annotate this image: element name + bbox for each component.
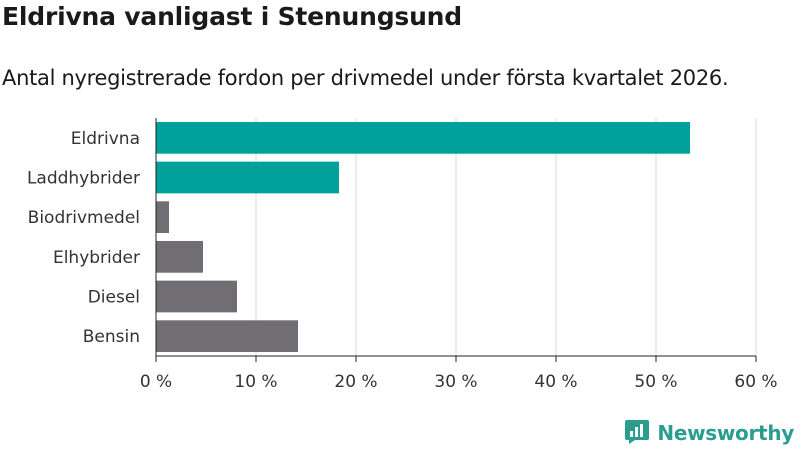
x-axis: 0 % 10 % 20 % 30 % 40 % 50 % 60 %	[140, 118, 778, 392]
chart-title: Eldrivna vanligast i Stenungsund	[2, 2, 462, 31]
x-tick-label: 20 %	[334, 372, 377, 392]
x-tick-label: 60 %	[734, 372, 777, 392]
grid-lines	[255, 118, 757, 356]
chart-subtitle: Antal nyregistrerade fordon per drivmede…	[2, 66, 729, 90]
category-label: Laddhybrider	[27, 169, 140, 189]
bar-chart-icon	[625, 418, 650, 448]
category-label: Diesel	[88, 288, 140, 308]
bar-elhybrider	[156, 240, 203, 273]
category-label: Bensin	[83, 327, 140, 347]
x-tick-label: 0 %	[140, 372, 172, 392]
x-tick-label: 40 %	[534, 372, 577, 392]
bar-bensin	[156, 320, 298, 353]
category-labels: Eldrivna Laddhybrider Biodrivmedel Elhybrid…	[27, 129, 140, 347]
category-label: Eldrivna	[71, 129, 140, 149]
category-label: Elhybrider	[53, 248, 140, 268]
x-tick-label: 30 %	[434, 372, 477, 392]
bar-laddhybrider	[156, 161, 339, 194]
x-tick-label: 10 %	[234, 372, 277, 392]
brand-logo: Newsworthy	[625, 418, 794, 448]
bars	[156, 121, 690, 353]
bar-biodrivmedel	[156, 201, 169, 234]
x-tick-label: 50 %	[634, 372, 677, 392]
brand-name: Newsworthy	[657, 421, 794, 445]
bar-eldrivna	[156, 121, 690, 154]
bar-diesel	[156, 280, 237, 313]
category-label: Biodrivmedel	[28, 208, 140, 228]
